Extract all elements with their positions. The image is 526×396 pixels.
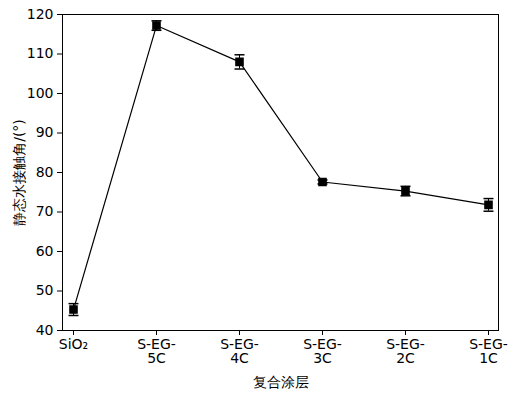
svg-text:90: 90: [36, 124, 54, 140]
svg-text:复合涂层: 复合涂层: [253, 374, 309, 390]
svg-text:70: 70: [36, 203, 54, 219]
svg-text:S-EG-4C: S-EG-4C: [220, 336, 259, 366]
svg-text:120: 120: [27, 6, 54, 22]
svg-text:SiO₂: SiO₂: [59, 336, 88, 352]
svg-text:50: 50: [36, 282, 54, 298]
svg-text:100: 100: [27, 85, 54, 101]
svg-text:S-EG-3C: S-EG-3C: [303, 336, 342, 366]
svg-text:静态水接触角/(°): 静态水接触角/(°): [11, 119, 27, 226]
svg-text:60: 60: [36, 243, 54, 259]
svg-text:S-EG-5C: S-EG-5C: [137, 336, 176, 366]
svg-text:110: 110: [27, 45, 54, 61]
svg-text:S-EG-2C: S-EG-2C: [386, 336, 425, 366]
svg-text:S-EG-1C: S-EG-1C: [469, 336, 508, 366]
svg-text:40: 40: [36, 322, 54, 338]
svg-text:80: 80: [36, 164, 54, 180]
